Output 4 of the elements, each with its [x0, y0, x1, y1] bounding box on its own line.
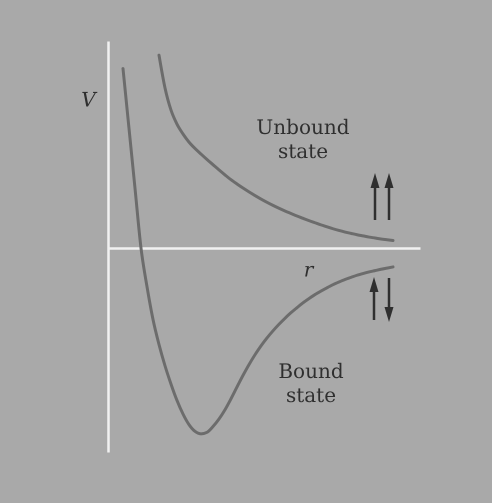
- series-label: Unbound state: [256, 115, 350, 163]
- y-axis-title: V: [81, 88, 98, 112]
- x-axis-title: r: [304, 258, 315, 282]
- series-label: Bound state: [278, 359, 344, 407]
